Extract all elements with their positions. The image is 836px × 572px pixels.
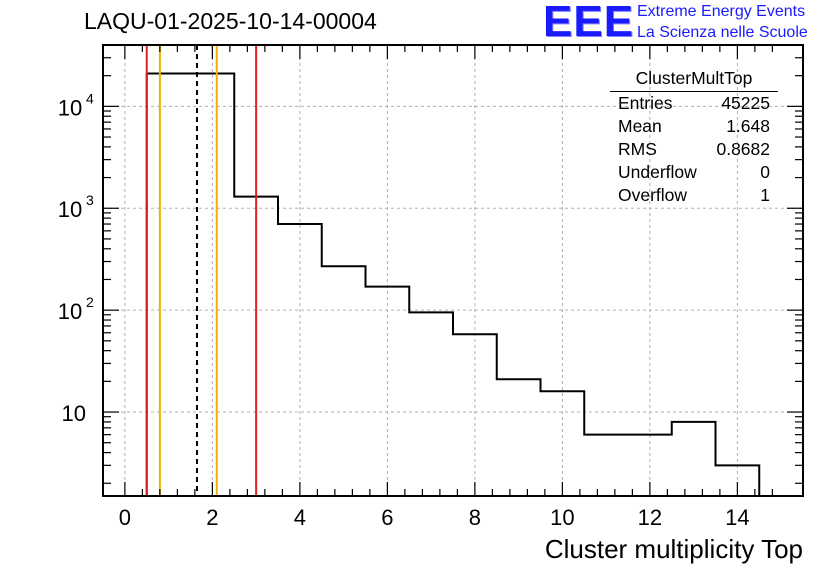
- stats-label: Overflow: [618, 185, 688, 205]
- histogram-bin: [366, 287, 410, 496]
- histogram-bin: [409, 312, 453, 496]
- logo-line-2: La Scienza nelle Scuole: [637, 24, 808, 41]
- stats-value: 1.648: [726, 116, 770, 136]
- stats-title: ClusterMultTop: [610, 68, 778, 92]
- x-axis-ticks: 0 2 4 6 8 10 12 14: [119, 45, 773, 530]
- y-tick-label-exponent: 3: [86, 192, 94, 208]
- x-tick-label: 2: [206, 505, 218, 530]
- x-axis-label: Cluster multiplicity Top: [544, 534, 803, 564]
- histogram-bin: [147, 74, 191, 496]
- logo-line-1: Extreme Energy Events: [637, 3, 806, 20]
- histogram-bin: [322, 266, 366, 496]
- stats-value: 45225: [721, 93, 770, 113]
- y-tick-label: 10 4: [58, 90, 94, 120]
- y-tick-label: 10 3: [58, 192, 94, 222]
- vertical-lines: [145, 45, 258, 496]
- x-tick-label: 10: [550, 505, 574, 530]
- y-tick-label: 10 2: [58, 294, 94, 324]
- histogram-bin: [672, 422, 716, 496]
- stats-value: 0: [760, 162, 770, 182]
- x-tick-label: 4: [294, 505, 306, 530]
- x-tick-label: 14: [725, 505, 749, 530]
- x-tick-label: 0: [119, 505, 131, 530]
- x-tick-label: 8: [469, 505, 481, 530]
- y-tick-label-exponent: 4: [86, 90, 94, 106]
- x-tick-label: 6: [381, 505, 393, 530]
- stats-row: Overflow 1: [610, 184, 778, 207]
- x-tick-label: 12: [638, 505, 662, 530]
- stats-box: ClusterMultTop Entries 45225 Mean 1.648 …: [610, 68, 778, 207]
- histogram-bin: [497, 379, 541, 496]
- y-tick-label-base: 10: [58, 197, 82, 222]
- histogram-bin: [453, 334, 497, 496]
- stats-label: Mean: [618, 116, 662, 136]
- y-tick-label: 10: [62, 401, 86, 426]
- stats-row: Underflow 0: [610, 161, 778, 184]
- histogram-bin: [278, 224, 322, 496]
- grid: [103, 45, 803, 496]
- eee-logo: EEE: [543, 0, 635, 46]
- chart-title: LAQU-01-2025-10-14-00004: [84, 8, 377, 34]
- stats-label: Underflow: [618, 162, 697, 182]
- histogram-bin: [584, 435, 628, 496]
- stats-label: Entries: [618, 93, 673, 113]
- stats-row: RMS 0.8682: [610, 138, 778, 161]
- y-tick-label-exponent: 2: [86, 294, 94, 310]
- stats-value: 0.8682: [716, 139, 770, 159]
- stats-label: RMS: [618, 139, 657, 159]
- y-tick-label-base: 10: [58, 299, 82, 324]
- y-tick-label-base: 10: [58, 95, 82, 120]
- histogram-bin: [541, 391, 585, 496]
- stats-value: 1: [760, 185, 770, 205]
- plot-frame: [102, 44, 804, 497]
- y-tick-label-base: 10: [62, 401, 86, 426]
- stats-row: Entries 45225: [610, 92, 778, 115]
- axes: [102, 44, 804, 497]
- stats-row: Mean 1.648: [610, 115, 778, 138]
